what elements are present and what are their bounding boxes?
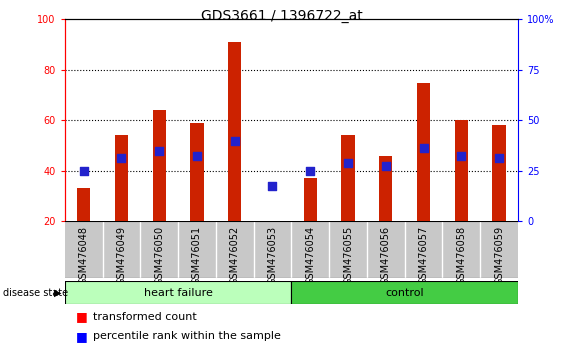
Text: GSM476050: GSM476050 bbox=[154, 226, 164, 285]
Bar bbox=[405, 221, 443, 278]
Bar bbox=[178, 221, 216, 278]
Point bbox=[457, 153, 466, 159]
Bar bbox=[102, 221, 140, 278]
Text: GSM476049: GSM476049 bbox=[117, 226, 127, 285]
Bar bbox=[303, 178, 317, 221]
Bar bbox=[417, 82, 430, 221]
Point bbox=[230, 138, 239, 143]
Text: GSM476054: GSM476054 bbox=[305, 226, 315, 285]
Bar bbox=[292, 281, 518, 304]
Text: GSM476053: GSM476053 bbox=[267, 226, 278, 285]
Point bbox=[268, 183, 277, 189]
Text: GSM476051: GSM476051 bbox=[192, 226, 202, 285]
Bar bbox=[77, 188, 90, 221]
Text: GSM476058: GSM476058 bbox=[456, 226, 466, 285]
Point bbox=[79, 168, 88, 174]
Text: GDS3661 / 1396722_at: GDS3661 / 1396722_at bbox=[200, 9, 363, 23]
Bar bbox=[65, 281, 292, 304]
Text: percentile rank within the sample: percentile rank within the sample bbox=[93, 331, 281, 341]
Text: GSM476059: GSM476059 bbox=[494, 226, 504, 285]
Text: GSM476056: GSM476056 bbox=[381, 226, 391, 285]
Point bbox=[306, 168, 315, 174]
Text: disease state: disease state bbox=[3, 288, 68, 298]
Text: transformed count: transformed count bbox=[93, 312, 196, 322]
Text: ▶: ▶ bbox=[55, 288, 62, 298]
Point bbox=[117, 155, 126, 161]
Bar bbox=[228, 42, 242, 221]
Bar bbox=[480, 221, 518, 278]
Bar bbox=[216, 221, 253, 278]
Bar bbox=[190, 123, 204, 221]
Text: control: control bbox=[385, 288, 424, 298]
Text: ■: ■ bbox=[76, 310, 88, 323]
Bar bbox=[367, 221, 405, 278]
Bar bbox=[253, 221, 292, 278]
Point bbox=[494, 155, 503, 161]
Bar bbox=[65, 221, 102, 278]
Point bbox=[193, 153, 202, 159]
Text: GSM476052: GSM476052 bbox=[230, 226, 240, 285]
Point bbox=[381, 163, 390, 169]
Bar bbox=[455, 120, 468, 221]
Point bbox=[155, 148, 164, 154]
Point bbox=[343, 160, 352, 166]
Bar bbox=[493, 125, 506, 221]
Bar bbox=[115, 136, 128, 221]
Bar bbox=[292, 221, 329, 278]
Text: GSM476055: GSM476055 bbox=[343, 226, 353, 285]
Bar bbox=[379, 156, 392, 221]
Bar bbox=[153, 110, 166, 221]
Point bbox=[419, 145, 428, 151]
Text: heart failure: heart failure bbox=[144, 288, 212, 298]
Bar bbox=[443, 221, 480, 278]
Bar bbox=[341, 136, 355, 221]
Text: ■: ■ bbox=[76, 330, 88, 343]
Text: GSM476057: GSM476057 bbox=[418, 226, 428, 285]
Bar bbox=[329, 221, 367, 278]
Bar bbox=[140, 221, 178, 278]
Text: GSM476048: GSM476048 bbox=[79, 226, 88, 285]
